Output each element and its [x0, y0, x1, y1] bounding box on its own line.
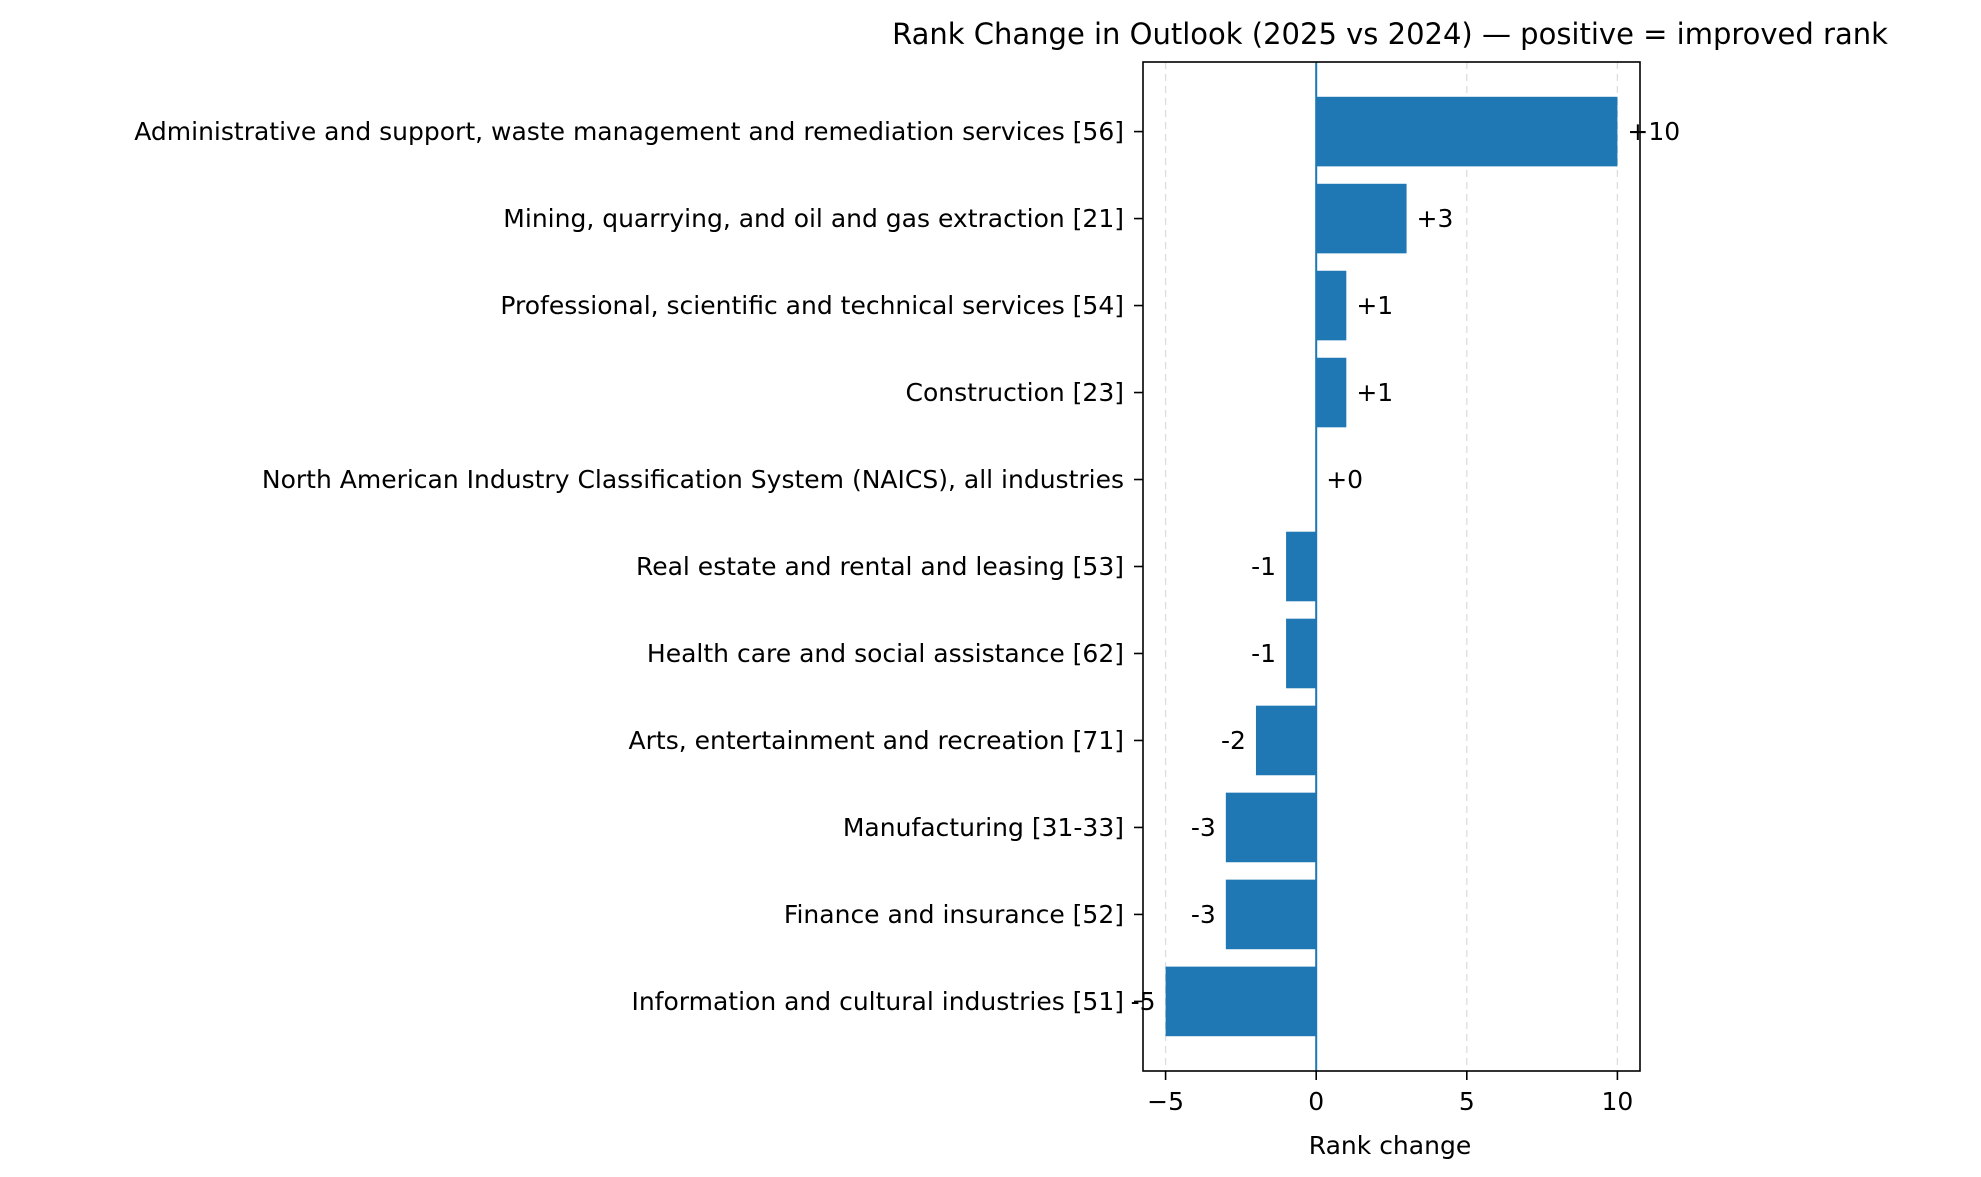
bars: [1165, 96, 1618, 1037]
data-label: -3: [1191, 900, 1216, 929]
y-tick-label: Mining, quarrying, and oil and gas extra…: [503, 204, 1124, 233]
x-tick-label: −5: [1147, 1087, 1184, 1116]
chart-title: Rank Change in Outlook (2025 vs 2024) — …: [892, 17, 1888, 51]
x-axis-label: Rank change: [1309, 1131, 1471, 1160]
y-tick-label: Professional, scientific and technical s…: [500, 291, 1124, 320]
data-label: -1: [1251, 552, 1276, 581]
bar: [1225, 792, 1317, 863]
bar: [1316, 183, 1407, 254]
y-tick-label: North American Industry Classification S…: [262, 465, 1124, 494]
data-label: +1: [1356, 378, 1393, 407]
bar: [1165, 966, 1317, 1037]
data-label: +3: [1417, 204, 1454, 233]
bar: [1255, 705, 1317, 776]
y-tick-label: Real estate and rental and leasing [53]: [636, 552, 1124, 581]
x-axis: −5 0 5 10: [1147, 1071, 1633, 1116]
y-tick-label: Health care and social assistance [62]: [647, 639, 1124, 668]
x-tick-label: 0: [1308, 1087, 1324, 1116]
data-label: -1: [1251, 639, 1276, 668]
bar: [1286, 618, 1317, 689]
data-label: +10: [1627, 117, 1680, 146]
data-label: -2: [1221, 726, 1246, 755]
y-tick-label: Arts, entertainment and recreation [71]: [629, 726, 1124, 755]
x-tick-label: 10: [1602, 1087, 1634, 1116]
x-tick-label: 5: [1459, 1087, 1475, 1116]
x-grid: [1164, 62, 1619, 1071]
bar: [1316, 96, 1618, 167]
y-axis: Administrative and support, waste manage…: [134, 117, 1143, 1016]
y-tick-label: Administrative and support, waste manage…: [134, 117, 1124, 146]
data-label: -3: [1191, 813, 1216, 842]
bar: [1316, 357, 1347, 428]
y-tick-label: Finance and insurance [52]: [784, 900, 1124, 929]
y-tick-label: Information and cultural industries [51]: [631, 987, 1124, 1016]
bar: [1286, 531, 1317, 602]
bar: [1225, 879, 1317, 950]
bar: [1316, 270, 1347, 341]
data-label: +1: [1356, 291, 1393, 320]
data-label: -5: [1131, 987, 1156, 1016]
data-labels: +10 +3 +1 +1 +0 -1 -1 -2 -3 -3 -5: [1131, 117, 1681, 1016]
y-tick-label: Manufacturing [31-33]: [843, 813, 1124, 842]
y-tick-label: Construction [23]: [906, 378, 1124, 407]
data-label: +0: [1326, 465, 1363, 494]
